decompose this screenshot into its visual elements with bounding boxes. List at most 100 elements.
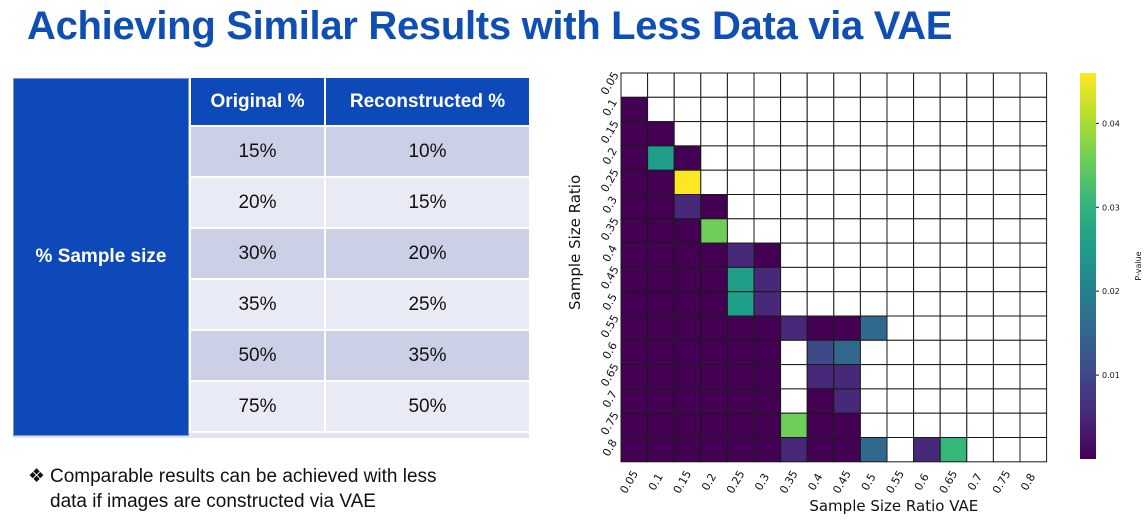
heatmap-cell	[966, 194, 994, 220]
x-tick-label: 0.25	[724, 468, 748, 496]
heatmap-cell	[700, 72, 728, 98]
heatmap-cell	[753, 96, 782, 123]
heatmap-cell	[673, 339, 702, 366]
heatmap-cell	[780, 121, 808, 147]
heatmap-cell	[886, 339, 915, 366]
heatmap-cell	[939, 315, 968, 341]
heatmap-cell	[673, 291, 702, 317]
x-tick-label: 0.65	[937, 468, 961, 496]
table-cell-reconstructed: 25%	[324, 280, 529, 331]
y-tick-label: 0.1	[600, 97, 620, 119]
heatmap-cell	[700, 145, 728, 171]
heatmap-cell	[620, 291, 649, 317]
heatmap-cell	[992, 242, 1021, 268]
heatmap-cell	[726, 388, 755, 414]
y-axis-label: Sample Size Ratio	[566, 175, 584, 310]
heatmap-cell	[992, 72, 1021, 98]
heatmap-cell	[806, 169, 835, 195]
heatmap-cell	[913, 388, 941, 414]
heatmap-cell	[966, 72, 994, 98]
heatmap-cell	[1019, 364, 1048, 390]
heatmap-cell	[806, 194, 835, 220]
heatmap-cell	[992, 291, 1021, 317]
heatmap-cell	[966, 242, 994, 268]
heatmap-cell	[992, 266, 1021, 293]
heatmap-cell	[1019, 121, 1048, 147]
heatmap-cell	[647, 145, 675, 171]
heatmap-cell	[859, 121, 888, 147]
heatmap-cell	[806, 339, 835, 366]
heatmap-cell	[913, 121, 941, 147]
heatmap-cell	[780, 412, 808, 439]
heatmap-cell	[1019, 437, 1048, 463]
column-header-original: Original %	[189, 78, 324, 127]
heatmap-cell	[620, 266, 649, 293]
heatmap-cell	[1019, 291, 1048, 317]
sample-size-table: % Sample size Original % Reconstructed %…	[13, 78, 529, 438]
heatmap-cell	[726, 315, 755, 341]
heatmap-cell	[806, 218, 835, 244]
heatmap-cell	[620, 242, 649, 268]
heatmap-cell	[806, 364, 835, 390]
heatmap-cell	[913, 315, 941, 341]
heatmap-cell	[913, 437, 941, 463]
heatmap-cell	[700, 339, 728, 366]
heatmap-cell	[992, 169, 1021, 195]
heatmap-cell	[966, 121, 994, 147]
heatmap-cell	[913, 72, 941, 98]
heatmap-cell	[939, 364, 968, 390]
heatmap-cell	[992, 96, 1021, 123]
heatmap-cell	[966, 364, 994, 390]
heatmap-cell	[673, 96, 702, 123]
heatmap-cell	[833, 315, 861, 341]
heatmap-cell	[726, 242, 755, 268]
p-value-heatmap: 0.050.10.150.20.250.30.350.40.450.50.550…	[566, 70, 1143, 515]
heatmap-cell	[939, 339, 968, 366]
heatmap-cell	[966, 291, 994, 317]
heatmap-cell	[859, 364, 888, 390]
heatmap-cell	[833, 437, 861, 463]
diamond-bullet-icon: ❖	[28, 466, 46, 487]
heatmap-cell	[1019, 339, 1048, 366]
heatmap-cell	[620, 121, 649, 147]
heatmap-cell	[966, 169, 994, 195]
heatmap-cell	[992, 437, 1021, 463]
heatmap-cell	[966, 339, 994, 366]
heatmap-cell	[753, 169, 782, 195]
heatmap-cell	[806, 266, 835, 293]
table-cell-original: 50%	[189, 331, 324, 382]
heatmap-cell	[992, 121, 1021, 147]
heatmap-cell	[700, 218, 728, 244]
heatmap-cell	[780, 437, 808, 463]
heatmap-cell	[859, 194, 888, 220]
heatmap-cell	[886, 145, 915, 171]
x-tick-label: 0.3	[752, 471, 772, 493]
heatmap-cell	[833, 194, 861, 220]
heatmap-cell	[833, 388, 861, 414]
heatmap-cell	[620, 364, 649, 390]
heatmap-cell	[700, 388, 728, 414]
heatmap-cell	[939, 242, 968, 268]
heatmap-cell	[913, 412, 941, 439]
y-tick-label: 0.6	[600, 340, 620, 362]
heatmap-cell	[700, 291, 728, 317]
x-tick-label: 0.4	[805, 471, 825, 493]
heatmap-cell	[647, 194, 675, 220]
table-cell-reconstructed: 10%	[324, 127, 529, 178]
heatmap-cell	[726, 121, 755, 147]
x-tick-label: 0.75	[990, 468, 1014, 496]
heatmap-cell	[647, 218, 675, 244]
heatmap-cell	[939, 169, 968, 195]
heatmap-cell	[992, 194, 1021, 220]
heatmap-cell	[1019, 194, 1048, 220]
heatmap-cell	[966, 266, 994, 293]
heatmap-cell	[753, 72, 782, 98]
heatmap-cell	[753, 315, 782, 341]
table-cell-original: 15%	[189, 127, 324, 178]
heatmap-cell	[753, 437, 782, 463]
heatmap-cell	[647, 291, 675, 317]
y-tick-label: 0.15	[598, 118, 622, 146]
heatmap-cell	[753, 291, 782, 317]
heatmap-cell	[726, 339, 755, 366]
heatmap-cell	[859, 218, 888, 244]
